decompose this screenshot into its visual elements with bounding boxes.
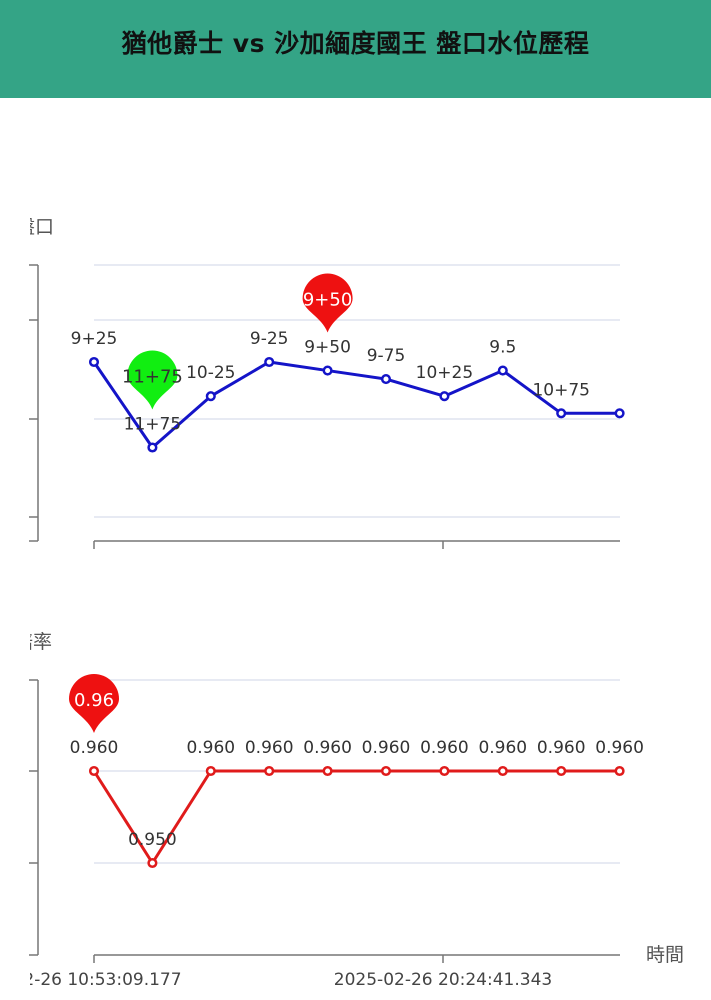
data-label: 9+25 xyxy=(71,329,118,349)
data-point xyxy=(439,765,450,777)
x-axis xyxy=(93,540,620,549)
data-label: 9.5 xyxy=(489,338,516,358)
data-label: 11+75 xyxy=(124,415,182,435)
data-point xyxy=(497,365,508,376)
y-axis-label: 賠率 xyxy=(14,631,52,653)
data-label: 10-25 xyxy=(186,363,235,383)
data-label: 0.960 xyxy=(303,738,352,758)
data-label: 0.960 xyxy=(537,738,586,758)
pin-label: 9+50 xyxy=(303,290,352,311)
data-point xyxy=(264,356,275,368)
page-title: 猶他爵士 vs 沙加緬度國王 盤口水位歷程 xyxy=(121,29,590,58)
data-point xyxy=(497,765,508,777)
data-point xyxy=(556,765,567,777)
data-point xyxy=(614,408,625,419)
data-point xyxy=(88,356,100,368)
data-point xyxy=(205,391,216,402)
data-point xyxy=(322,765,333,777)
data-point xyxy=(264,765,275,777)
max-marker-pin: 0.96 xyxy=(68,673,119,733)
data-label: 10+25 xyxy=(416,363,474,383)
data-point xyxy=(614,765,625,777)
pin-shape xyxy=(302,273,353,333)
pin-shape xyxy=(127,350,178,410)
y-axis-label: 盤口 xyxy=(16,216,54,238)
data-point xyxy=(147,442,158,453)
data-label: 0.960 xyxy=(70,738,119,758)
min-marker-pin: 11+75 xyxy=(122,350,183,410)
data-label: 0.960 xyxy=(362,738,411,758)
data-point xyxy=(88,765,100,777)
series-line xyxy=(92,360,620,449)
data-label: 9+50 xyxy=(304,338,351,358)
pin-shape xyxy=(68,673,119,733)
data-point xyxy=(147,857,158,869)
odds-chart: 賠率 時間 -02-26 10:53:09.177 2025-02-26 20:… xyxy=(6,631,684,990)
data-point xyxy=(380,765,392,777)
data-label: 0.950 xyxy=(128,830,177,850)
header-bar: 猶他爵士 vs 沙加緬度國王 盤口水位歷程 xyxy=(0,0,711,98)
data-point xyxy=(205,765,216,777)
y-axis xyxy=(29,264,39,542)
y-axis xyxy=(29,679,39,956)
x-tick-label: -02-26 10:53:09.177 xyxy=(6,970,181,990)
x-tick-label: 2025-02-26 20:24:41.343 xyxy=(334,970,552,990)
data-label: 0.960 xyxy=(245,738,294,758)
data-point xyxy=(380,374,392,385)
data-label: 0.960 xyxy=(595,738,644,758)
x-axis xyxy=(93,954,620,963)
data-label: 9-75 xyxy=(367,346,406,366)
pin-label: 0.96 xyxy=(74,690,114,711)
data-label: 0.960 xyxy=(478,738,527,758)
gridlines xyxy=(94,264,620,518)
data-point xyxy=(439,391,450,402)
max-marker-pin: 9+50 xyxy=(302,273,353,333)
pin-label: 11+75 xyxy=(122,367,183,388)
data-label: 9-25 xyxy=(250,329,289,349)
series-line xyxy=(92,769,620,865)
data-point xyxy=(556,408,567,419)
x-axis-label: 時間 xyxy=(646,944,684,966)
data-label: 0.960 xyxy=(186,738,235,758)
data-label: 0.960 xyxy=(420,738,469,758)
data-label: 10+75 xyxy=(532,380,590,400)
data-point xyxy=(322,365,333,376)
